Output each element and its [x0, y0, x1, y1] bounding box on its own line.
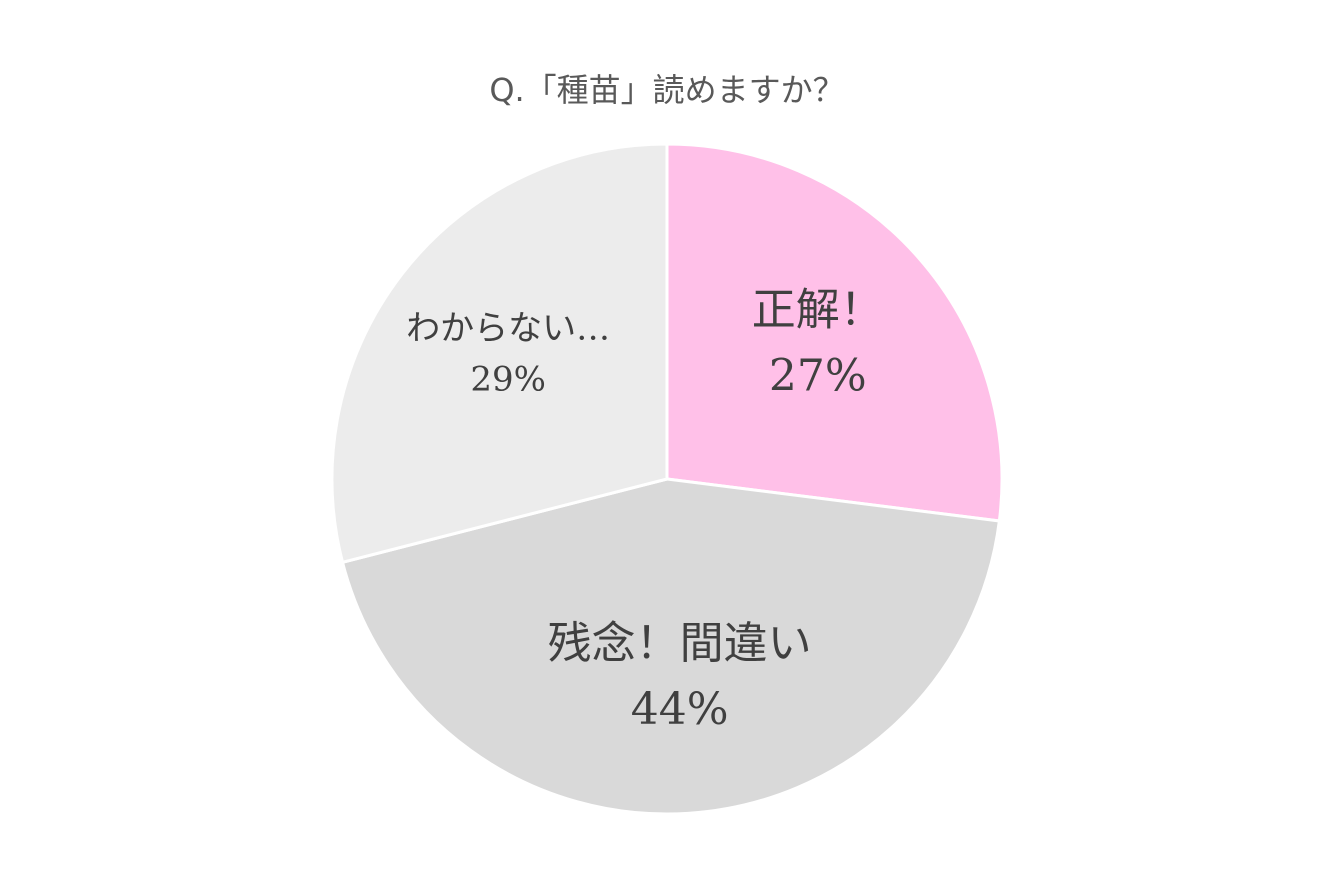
slice-value-label: 29%: [470, 359, 546, 399]
pie-slice: [330, 142, 669, 565]
slice-label: わからない…: [406, 308, 610, 348]
slice-label: 正解！: [752, 285, 884, 336]
pie-slice: [340, 477, 1002, 816]
slice-value-label: 44%: [631, 684, 729, 735]
slice-value-label: 27%: [769, 351, 867, 402]
pie-slice: [665, 142, 1004, 523]
chart-title: Q.「種苗」読めますか？: [489, 71, 844, 109]
slice-label: 残念！間違い: [548, 618, 812, 669]
